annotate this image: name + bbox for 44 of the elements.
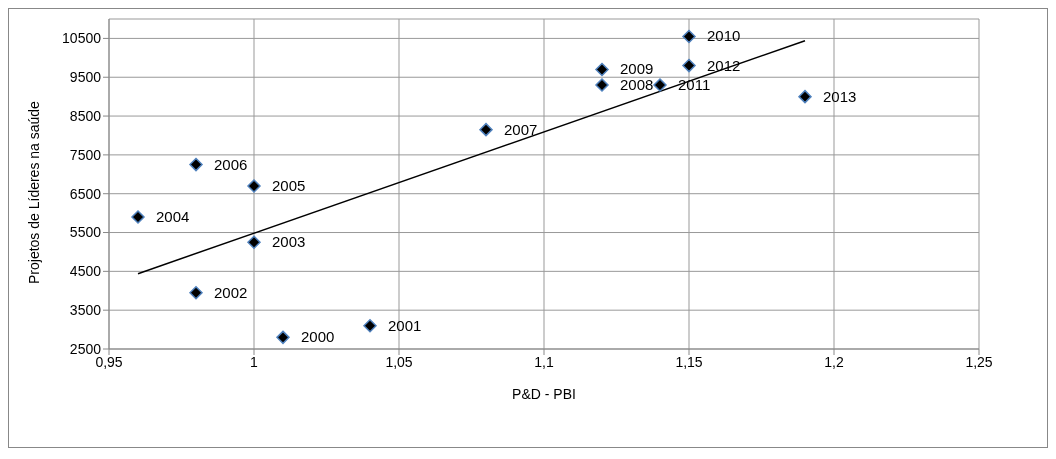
annotation: 2005 [272, 176, 306, 194]
annotation: 2011 [678, 76, 711, 93]
y-tick-label: 5500 [69, 224, 102, 241]
annotation: 2013 [823, 87, 857, 105]
x-tick-label: 1,25 [965, 353, 993, 370]
annotation: 2003 [272, 233, 306, 251]
x-tick-label: 1,2 [824, 353, 844, 370]
y-tick-label: 10500 [62, 30, 102, 47]
x-tick-label: 1,05 [385, 353, 413, 370]
point [682, 29, 696, 44]
annotation: 2004 [156, 208, 190, 225]
y-tick-label: 6500 [69, 185, 102, 202]
x-tick-label: 1,1 [534, 353, 554, 370]
annotation: 2012 [707, 56, 741, 74]
point [653, 78, 667, 92]
y-tick-label: 7500 [69, 146, 102, 163]
y-axis-title: Projetos de Líderes na saúde [25, 100, 42, 284]
point [276, 330, 290, 345]
annotation: 2000 [301, 328, 335, 346]
x-axis-title: P&D - PBI [512, 386, 576, 402]
annotation: 2001 [388, 316, 422, 334]
annotation: 2010 [707, 27, 741, 45]
point [595, 62, 609, 77]
point [131, 210, 145, 224]
point [189, 157, 203, 172]
point [363, 318, 377, 333]
annotation: 2007 [504, 120, 538, 138]
annotation: 2006 [214, 155, 248, 173]
annotation: 2008 [620, 76, 654, 93]
annotation: 2002 [214, 283, 248, 301]
point [595, 78, 609, 92]
point [479, 122, 493, 137]
annotation: 2009 [620, 60, 654, 78]
x-tick-label: 1,15 [675, 353, 703, 370]
point [798, 89, 812, 104]
y-tick-label: 3500 [69, 302, 102, 319]
point [682, 58, 696, 73]
point [247, 179, 261, 193]
x-tick-label: 1 [250, 353, 259, 370]
y-tick-label: 9500 [69, 69, 102, 86]
point [247, 235, 261, 249]
y-tick-label: 8500 [69, 108, 102, 125]
y-tick-label: 4500 [69, 263, 102, 280]
point [189, 285, 203, 300]
